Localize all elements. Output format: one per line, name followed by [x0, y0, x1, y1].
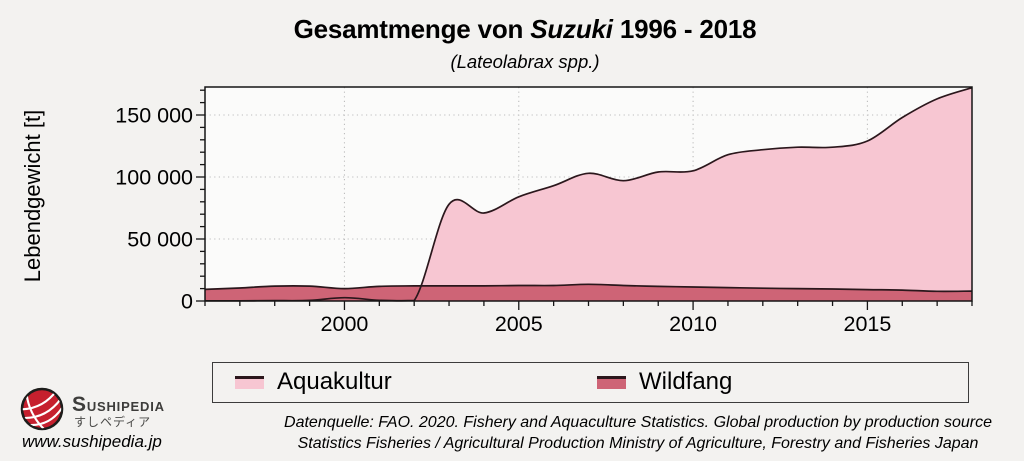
- source-line-1: Datenquelle: FAO. 2020. Fishery and Aqua…: [284, 414, 992, 431]
- y-tick-label-100000: 100 000: [115, 166, 193, 190]
- chart-title-species: Suzuki: [530, 14, 613, 44]
- chart-legend: Aquakultur Wildfang: [212, 362, 969, 403]
- aquakultur-area: [205, 87, 972, 301]
- legend-item-wildfang: Wildfang: [597, 363, 732, 401]
- chart-title-prefix: Gesamtmenge von: [293, 14, 531, 44]
- x-tick-label-2015: 2015: [843, 312, 891, 336]
- brand-website-url: www.sushipedia.jp: [22, 432, 162, 451]
- source-line-2: Statistics Fisheries / Agricultural Prod…: [297, 435, 979, 452]
- data-source: Datenquelle: FAO. 2020. Fishery and Aqua…: [258, 412, 1018, 454]
- legend-label-aquakultur: Aquakultur: [277, 368, 392, 395]
- x-tick-label-2010: 2010: [669, 312, 717, 336]
- title-block: Gesamtmenge von Suzuki 1996 - 2018 (Late…: [13, 14, 1024, 73]
- chart-subtitle: (Lateolabrax spp.): [450, 51, 600, 72]
- x-tick-label-2000: 2000: [321, 312, 369, 336]
- brand-wordmark-japanese: すしペディア: [74, 415, 152, 429]
- legend-item-aquakultur: Aquakultur: [235, 363, 392, 401]
- brand-block: Sushipedia すしペディア www.sushipedia.jp: [18, 386, 248, 458]
- chart-title-suffix: 1996 - 2018: [612, 14, 757, 44]
- y-tick-label-50000: 50 000: [127, 228, 193, 252]
- legend-label-wildfang: Wildfang: [639, 368, 733, 395]
- chart-title: Gesamtmenge von Suzuki 1996 - 2018: [13, 14, 1024, 45]
- y-tick-label-150000: 150 000: [115, 104, 193, 128]
- aquakultur-line: [204, 86, 973, 302]
- y-tick-label-0: 0: [181, 290, 193, 314]
- x-tick-label-2005: 2005: [495, 312, 543, 336]
- aquakultur-swatch-icon: [235, 375, 264, 389]
- wildfang-swatch-icon: [597, 375, 626, 389]
- brand-wordmark: Sushipedia: [72, 393, 165, 416]
- wildfang-line: [204, 283, 973, 293]
- sushipedia-logo-icon: [20, 387, 64, 431]
